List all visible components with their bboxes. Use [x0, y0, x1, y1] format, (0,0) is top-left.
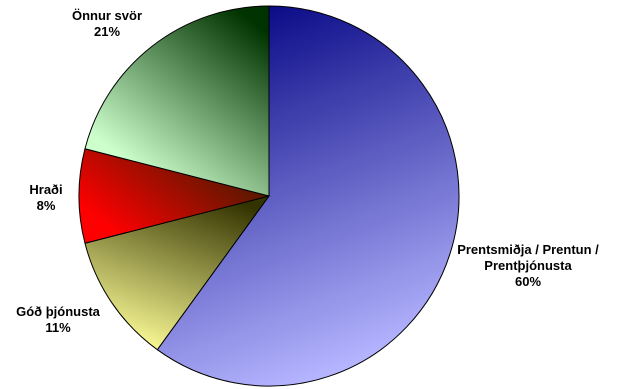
slice-percent-label: 60% — [515, 274, 541, 289]
slice-percent-label: 21% — [94, 24, 120, 39]
slice-name-label: Prentsmiðja / Prentun / — [457, 242, 599, 257]
pie-slice-1 — [84, 195, 271, 351]
pie-slices — [78, 5, 460, 387]
pie-slice-3 — [84, 5, 270, 197]
slice-label-2: Hraði 8% — [29, 182, 62, 213]
slice-name-label: Önnur svör — [72, 8, 142, 23]
pie-slice-2 — [78, 148, 270, 244]
slice-percent-label: 8% — [37, 198, 56, 213]
pie-slice-0 — [156, 5, 460, 387]
slice-name-label: Prentþjónusta — [484, 258, 572, 273]
slice-name-label: Hraði — [29, 182, 62, 197]
slice-label-0: Prentsmiðja / Prentun / Prentþjónusta 60% — [457, 242, 599, 289]
slice-name-label: Góð þjónusta — [16, 304, 101, 319]
slice-label-3: Önnur svör 21% — [72, 8, 142, 39]
slice-label-1: Góð þjónusta 11% — [16, 304, 101, 335]
pie-labels: Prentsmiðja / Prentun / Prentþjónusta 60% G… — [16, 8, 599, 335]
slice-percent-label: 11% — [45, 320, 71, 335]
